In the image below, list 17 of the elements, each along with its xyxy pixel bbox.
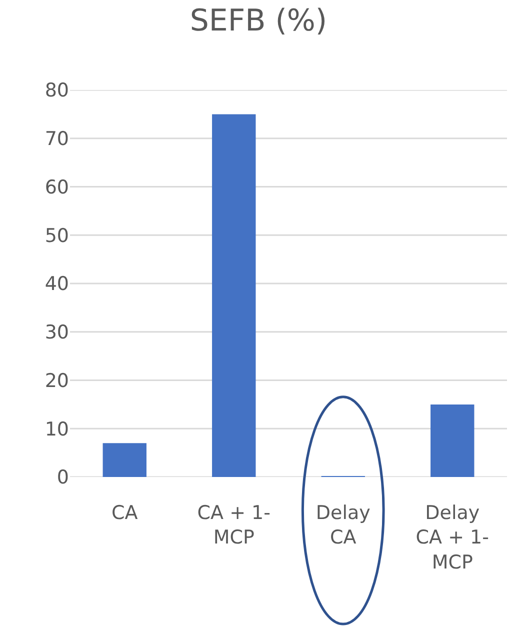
y-tick-label: 10 [44,418,69,440]
x-tick-label: Delay CA + 1-MCP [416,502,489,574]
y-tick-label: 40 [44,273,69,296]
y-tick-label: 60 [44,176,69,198]
bar [212,114,256,477]
y-tick-label: 20 [44,370,69,392]
y-tick-label: 30 [44,322,69,344]
bar [102,443,146,477]
y-tick-label: 0 [56,466,69,489]
x-tick-label: CA [111,502,138,524]
y-tick-label: 70 [44,128,69,150]
x-tick-label: CA + 1-MCP [197,502,270,549]
x-tick-label: Delay CA [316,502,370,549]
y-tick-label: 50 [44,224,69,247]
y-tick-label: 80 [44,80,69,102]
bar [430,404,474,477]
chart-title: SEFB (%) [190,3,328,38]
